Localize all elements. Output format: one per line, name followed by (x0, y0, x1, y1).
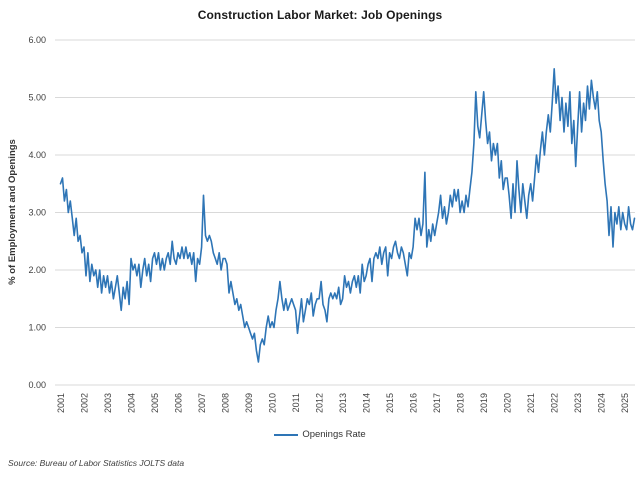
x-tick-label: 2002 (80, 393, 90, 413)
y-tick-label: 1.00 (28, 323, 46, 333)
x-tick-label: 2019 (479, 393, 489, 413)
x-tick-label: 2013 (338, 393, 348, 413)
x-tick-label: 2025 (620, 393, 630, 413)
x-tick-label: 2005 (150, 393, 160, 413)
x-tick-label: 2017 (432, 393, 442, 413)
x-tick-label: 2003 (103, 393, 113, 413)
x-tick-label: 2006 (174, 393, 184, 413)
legend-label: Openings Rate (302, 429, 366, 440)
x-tick-label: 2004 (127, 393, 137, 413)
x-tick-label: 2021 (526, 393, 536, 413)
x-tick-label: 2020 (503, 393, 513, 413)
x-tick-label: 2016 (409, 393, 419, 413)
x-tick-label: 2023 (573, 393, 583, 413)
x-tick-label: 2015 (385, 393, 395, 413)
legend-line-marker (274, 433, 299, 436)
legend: Openings Rate (0, 429, 640, 440)
x-tick-label: 2018 (456, 393, 466, 413)
series-line-openings-rate (59, 68, 636, 363)
x-tick-label: 2010 (268, 393, 278, 413)
y-tick-label: 0.00 (28, 380, 46, 390)
y-tick-label: 5.00 (28, 93, 46, 103)
x-tick-label: 2001 (56, 393, 66, 413)
y-tick-label: 3.00 (28, 208, 46, 218)
chart-title: Construction Labor Market: Job Openings (197, 8, 443, 22)
x-tick-label: 2012 (315, 393, 325, 413)
x-tick-label: 2007 (197, 393, 207, 413)
source-note: Source: Bureau of Labor Statistics JOLTS… (8, 458, 185, 468)
x-tick-label: 2009 (244, 393, 254, 413)
x-tick-label: 2011 (291, 393, 301, 412)
x-tick-label: 2022 (550, 393, 560, 413)
y-tick-label: 6.00 (28, 35, 46, 45)
x-tick-label: 2014 (362, 393, 372, 413)
y-tick-label: 2.00 (28, 265, 46, 275)
x-tick-label: 2024 (597, 393, 607, 413)
y-tick-label: 4.00 (28, 150, 46, 160)
x-tick-label: 2008 (221, 393, 231, 413)
